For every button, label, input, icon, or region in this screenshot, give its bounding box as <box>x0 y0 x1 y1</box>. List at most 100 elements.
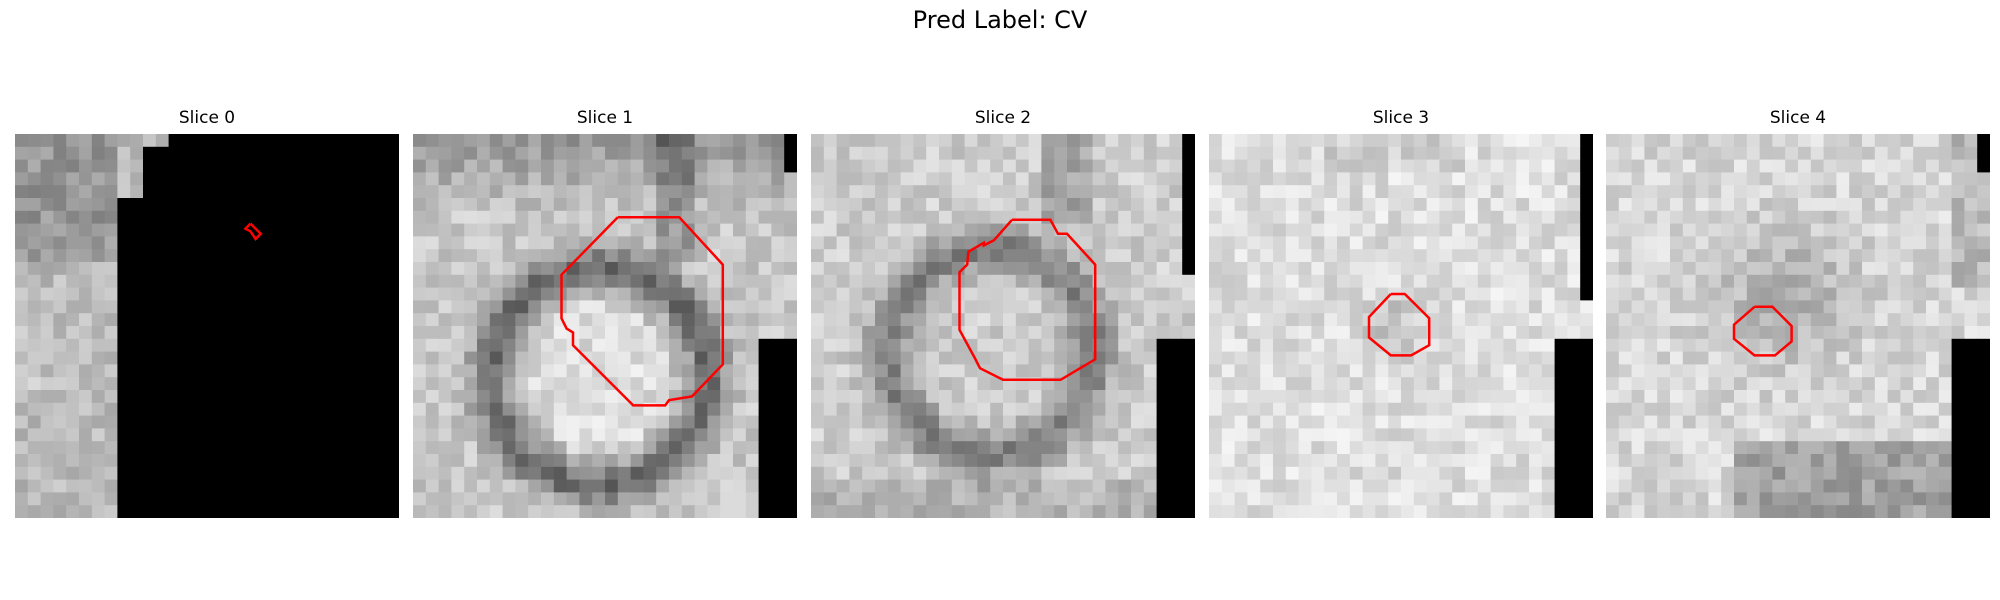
image-pixel <box>15 377 29 391</box>
image-pixel <box>1375 390 1389 404</box>
image-pixel <box>1015 338 1030 353</box>
image-pixel <box>1759 492 1773 506</box>
image-pixel <box>1964 492 1978 506</box>
image-pixel <box>1951 223 1965 237</box>
image-pixel <box>1964 441 1978 455</box>
image-pixel <box>117 505 131 518</box>
image-pixel <box>733 172 747 186</box>
image-pixel <box>438 454 452 468</box>
image-pixel <box>245 172 259 186</box>
image-pixel <box>53 505 67 518</box>
image-pixel <box>1618 492 1633 506</box>
image-pixel <box>733 210 747 225</box>
image-pixel <box>1785 185 1799 199</box>
image-pixel <box>745 249 760 263</box>
image-pixel <box>528 300 542 314</box>
image-pixel <box>1439 505 1453 518</box>
image-pixel <box>1708 172 1722 186</box>
image-pixel <box>1887 146 1901 161</box>
image-pixel <box>271 492 285 506</box>
image-pixel <box>1567 210 1581 225</box>
image-pixel <box>258 390 272 404</box>
image-pixel <box>1874 236 1889 250</box>
image-pixel <box>1874 198 1889 212</box>
image-pixel <box>758 313 772 327</box>
image-pixel <box>1311 454 1325 468</box>
image-pixel <box>617 287 632 301</box>
image-pixel <box>1951 466 1965 481</box>
image-pixel <box>1926 172 1940 186</box>
image-pixel <box>694 364 708 378</box>
image-pixel <box>489 274 504 289</box>
image-pixel <box>1092 223 1106 237</box>
image-pixel <box>1079 198 1094 212</box>
image-pixel <box>1105 236 1119 250</box>
image-pixel <box>566 454 580 468</box>
image-pixel <box>464 198 478 212</box>
image-pixel <box>1311 146 1325 161</box>
image-pixel <box>541 159 555 173</box>
image-pixel <box>1388 274 1402 289</box>
image-pixel <box>168 338 182 353</box>
image-pixel <box>771 338 785 353</box>
image-pixel <box>1169 146 1183 161</box>
image-pixel <box>913 428 927 442</box>
image-pixel <box>1413 146 1428 161</box>
image-pixel <box>939 274 953 289</box>
image-pixel <box>464 236 478 250</box>
image-pixel <box>811 479 825 493</box>
image-pixel <box>1554 300 1568 314</box>
image-pixel <box>271 198 285 212</box>
image-pixel <box>1644 185 1658 199</box>
image-pixel <box>1810 428 1825 442</box>
image-pixel <box>1273 492 1287 506</box>
image-pixel <box>1067 134 1081 148</box>
image-pixel <box>1298 415 1312 429</box>
image-pixel <box>887 159 902 173</box>
image-pixel <box>425 313 440 327</box>
image-pixel <box>143 236 157 250</box>
image-pixel <box>823 505 838 518</box>
image-pixel <box>438 198 452 212</box>
image-pixel <box>1131 274 1145 289</box>
image-pixel <box>541 146 555 161</box>
image-pixel <box>849 159 863 173</box>
image-pixel <box>245 274 259 289</box>
image-pixel <box>964 274 978 289</box>
image-pixel <box>1452 338 1466 353</box>
image-pixel <box>1657 402 1671 417</box>
image-pixel <box>1324 146 1338 161</box>
image-pixel <box>951 364 966 378</box>
image-pixel <box>1221 338 1236 353</box>
image-pixel <box>1143 415 1158 429</box>
image-pixel <box>1977 466 1990 481</box>
image-pixel <box>1516 313 1530 327</box>
image-pixel <box>1426 377 1440 391</box>
image-pixel <box>258 351 272 365</box>
image-pixel <box>1337 351 1351 365</box>
image-pixel <box>566 364 580 378</box>
image-pixel <box>733 159 747 173</box>
image-pixel <box>1887 236 1901 250</box>
image-pixel <box>1810 338 1825 353</box>
image-pixel <box>1003 402 1017 417</box>
image-pixel <box>566 505 580 518</box>
image-pixel <box>1695 492 1709 506</box>
image-pixel <box>681 134 696 148</box>
image-pixel <box>1887 134 1901 148</box>
image-pixel <box>1541 236 1556 250</box>
image-pixel <box>1118 479 1132 493</box>
image-pixel <box>1260 223 1274 237</box>
image-pixel <box>1682 134 1697 148</box>
image-pixel <box>1375 134 1389 148</box>
image-pixel <box>1324 134 1338 148</box>
image-pixel <box>707 146 721 161</box>
image-pixel <box>1529 185 1543 199</box>
image-pixel <box>849 492 863 506</box>
image-pixel <box>1644 505 1658 518</box>
image-pixel <box>1913 351 1927 365</box>
image-pixel <box>1862 351 1876 365</box>
image-pixel <box>1836 313 1850 327</box>
image-pixel <box>887 326 902 340</box>
image-pixel <box>271 159 285 173</box>
